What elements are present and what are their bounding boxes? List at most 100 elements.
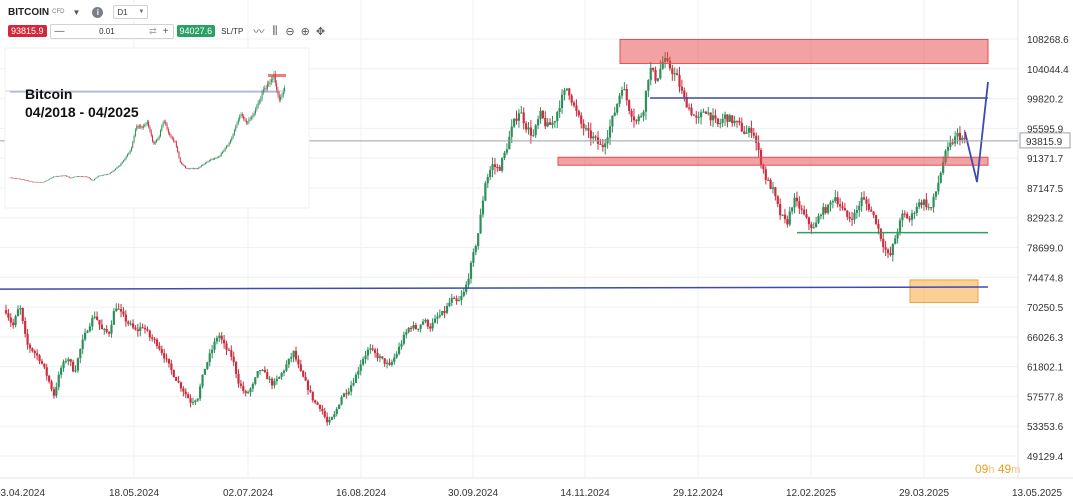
candle-body	[112, 311, 115, 325]
inset-candle-body	[253, 113, 255, 115]
candle-body	[695, 115, 698, 118]
inset-candle-body	[132, 142, 134, 148]
inset-candle-body	[202, 164, 204, 166]
x-tick-label: 16.08.2024	[336, 488, 386, 499]
candle-body	[848, 216, 851, 219]
candle-body	[906, 214, 909, 219]
candle-body	[805, 214, 808, 218]
candle-body	[877, 223, 880, 229]
candle-body	[601, 144, 604, 148]
inset-candle-body	[126, 154, 128, 157]
inset-candle-body	[189, 168, 191, 170]
candle-body	[654, 69, 657, 81]
inset-candle-body	[228, 142, 230, 146]
inset-candle-body	[280, 97, 282, 100]
swap-icon[interactable]: ⇄	[149, 25, 157, 36]
candle-body	[220, 335, 223, 340]
inset-candle-body	[256, 106, 258, 110]
candle-body	[129, 323, 132, 325]
inset-candle-body	[75, 176, 77, 178]
buy-price-button[interactable]: 94027.6	[176, 25, 216, 37]
sltp-button[interactable]: SL/TP	[221, 26, 244, 36]
candle-body	[711, 115, 715, 121]
inset-candle-body	[67, 176, 69, 178]
quantity-stepper[interactable]: — 0.01 ⇄ +	[49, 23, 174, 39]
candle-body	[783, 214, 787, 220]
x-axis: 03.04.2024 18.05.2024 02.07.2024 16.08.2024…	[0, 488, 1062, 499]
candle-body	[385, 362, 389, 364]
candle-body	[786, 219, 789, 225]
line-chart-icon[interactable]: 〰	[253, 26, 265, 38]
inset-chart	[4, 47, 310, 209]
quantity-value[interactable]: 0.01	[99, 26, 115, 36]
candle-body	[515, 118, 518, 121]
chart-annotations: 93815.9	[0, 38, 1071, 303]
minus-icon[interactable]: —	[54, 25, 65, 37]
chevron-down-icon[interactable]: ▼	[72, 7, 81, 17]
candle-body	[354, 374, 358, 383]
inset-candle-body	[281, 95, 283, 98]
indicators-icon[interactable]: ⫼	[272, 24, 278, 37]
timeframe-select[interactable]: D1 ▼	[113, 5, 149, 19]
candle-body	[635, 120, 638, 122]
candle-body	[687, 107, 691, 109]
candle-body	[316, 402, 319, 405]
x-tick-label: 29.12.2024	[673, 488, 723, 499]
candle-body	[841, 206, 844, 209]
symbol-type: CFD	[52, 9, 65, 15]
current-price-label: 93815.9	[1026, 137, 1063, 148]
inset-candle-body	[195, 168, 197, 169]
candle-body	[743, 131, 746, 134]
candle-body	[369, 348, 372, 350]
inset-candle-body	[214, 158, 216, 160]
candle-body	[225, 343, 228, 350]
inset-candle-body	[240, 114, 242, 117]
inset-candle-body	[51, 177, 53, 179]
candle-body	[640, 116, 643, 118]
candle-body	[167, 358, 171, 364]
candle-body	[299, 364, 302, 371]
inset-candle-body	[46, 180, 48, 181]
symbol-name[interactable]: BITCOIN	[8, 6, 50, 18]
inset-candle-body	[232, 134, 234, 138]
candle-body	[278, 376, 281, 379]
candle-body	[227, 349, 231, 351]
candle-body	[714, 115, 717, 119]
candle-body	[139, 327, 142, 332]
inset-candle-body	[124, 158, 126, 161]
candle-body	[88, 326, 91, 332]
info-icon[interactable]: i	[92, 6, 104, 18]
candle-body	[728, 115, 731, 122]
candle-body	[14, 316, 17, 326]
inset-candle-body	[41, 182, 43, 183]
candle-body	[79, 349, 82, 359]
candle-body	[750, 127, 753, 133]
candle-body	[407, 327, 410, 333]
candle-body	[572, 102, 576, 106]
crosshair-icon[interactable]: ✥	[315, 25, 326, 38]
inset-candle-body	[93, 178, 95, 181]
candle-body	[402, 334, 405, 344]
zoom-in-icon[interactable]: ⊕	[300, 25, 310, 38]
inset-candle-body	[90, 178, 92, 180]
inset-candle-body	[210, 159, 212, 161]
inset-candle-body	[136, 126, 138, 130]
candle-body	[831, 201, 834, 203]
candle-body	[366, 349, 370, 356]
chart-toolbar: BITCOIN CFD ▼ i D1 ▼ 93815.9 — 0.01 ⇄ + 9…	[0, 0, 370, 42]
inset-candle-body	[206, 162, 208, 163]
candle-body	[491, 164, 494, 171]
inset-candle-body	[194, 168, 196, 169]
candle-body	[318, 404, 322, 409]
candle-body	[249, 388, 252, 393]
candle-body	[191, 402, 195, 404]
candle-body	[175, 377, 178, 381]
sell-price-button[interactable]: 93815.9	[8, 25, 47, 37]
inset-candle-body	[79, 176, 81, 178]
candle-body	[335, 408, 338, 415]
plus-icon[interactable]: +	[162, 25, 169, 37]
inset-candle-body	[162, 122, 164, 126]
inset-candle-body	[119, 165, 121, 167]
zoom-out-icon[interactable]: ⊖	[285, 25, 295, 38]
